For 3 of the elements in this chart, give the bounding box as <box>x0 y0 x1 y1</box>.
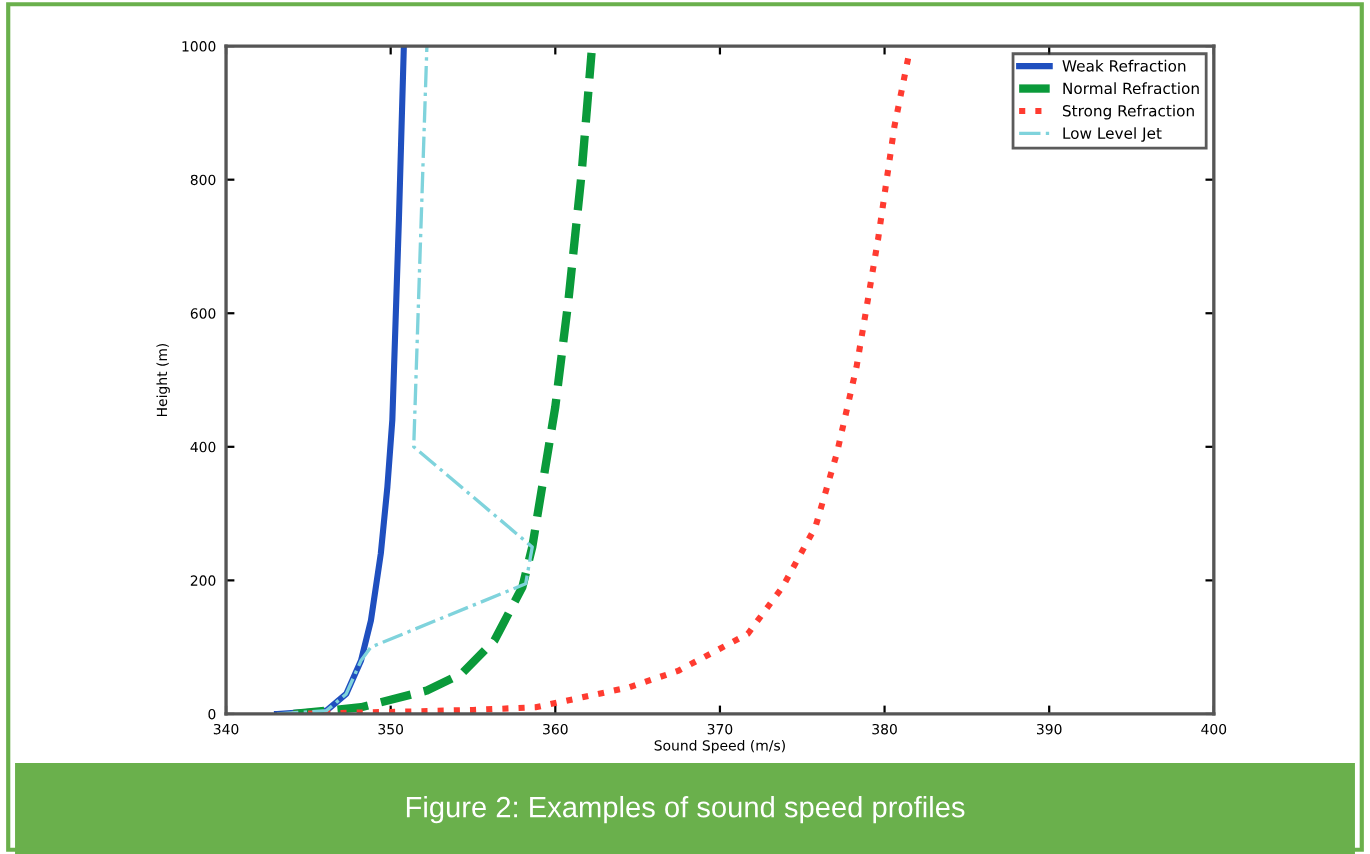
line-series <box>274 46 407 714</box>
caption: Figure 2: Examples of sound speed profiles <box>406 796 965 824</box>
line-series <box>289 48 596 714</box>
